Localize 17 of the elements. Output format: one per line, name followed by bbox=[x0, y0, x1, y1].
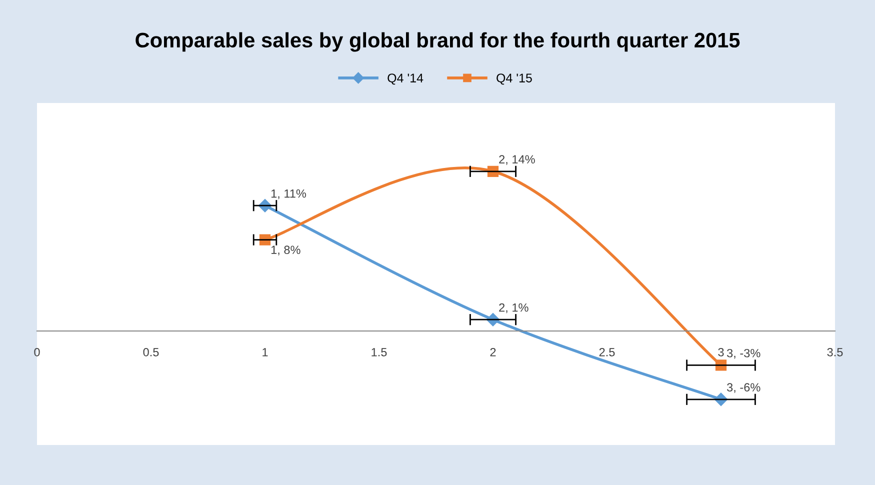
data-label: 1, 8% bbox=[271, 246, 300, 256]
chart-title: Comparable sales by global brand for the fourth quarter 2015 bbox=[136, 32, 740, 52]
data-label: 2, 14% bbox=[499, 155, 535, 165]
x-tick-label: 2 bbox=[490, 348, 496, 356]
data-label: 2, 1% bbox=[499, 303, 528, 314]
x-tick-label: 2.5 bbox=[599, 348, 615, 356]
x-tick-label: 3 bbox=[718, 348, 724, 356]
data-label: 3, -3% bbox=[727, 348, 760, 359]
x-tick-label: 3.5 bbox=[827, 348, 843, 356]
x-tick-label: 0.5 bbox=[143, 348, 159, 356]
legend-label: Q4 '15 bbox=[496, 74, 532, 85]
data-label: 3, -6% bbox=[727, 383, 760, 393]
x-tick-label: 1.5 bbox=[372, 348, 387, 356]
x-tick-label: 0 bbox=[34, 348, 40, 356]
legend-label: Q4 '14 bbox=[388, 74, 424, 85]
x-tick-label: 1 bbox=[262, 348, 268, 356]
data-label: 1, 11% bbox=[271, 189, 306, 200]
